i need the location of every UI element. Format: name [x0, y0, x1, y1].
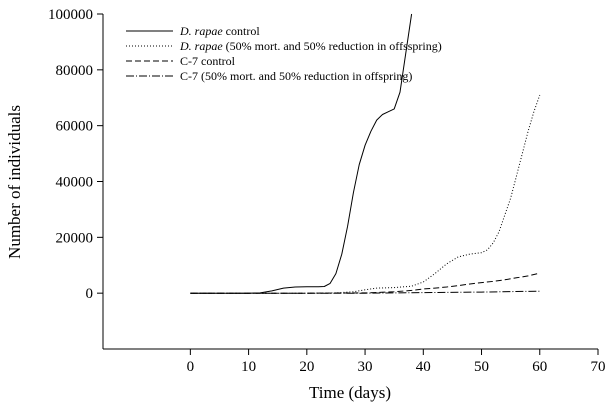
- x-tick-label: 70: [591, 359, 606, 375]
- y-tick-label: 100000: [48, 7, 93, 23]
- y-tick-label: 20000: [56, 230, 94, 246]
- legend-label: D. rapae control: [179, 24, 260, 38]
- y-tick-label: 80000: [56, 63, 94, 79]
- y-ticks: 0 20000 40000 60000 80000 100000: [48, 7, 103, 302]
- x-tick-label: 60: [532, 359, 547, 375]
- legend: D. rapae control D. rapae (50% mort. and…: [126, 24, 442, 83]
- series-line-dashed: [190, 272, 540, 294]
- legend-label-rest: C-7 control: [180, 54, 236, 68]
- series-lines: [190, 13, 541, 294]
- legend-entry: D. rapae (50% mort. and 50% reduction in…: [126, 39, 442, 53]
- legend-entry: C-7 control: [126, 54, 236, 68]
- x-tick-label: 10: [241, 359, 256, 375]
- legend-label: C-7 control: [180, 54, 236, 68]
- legend-entry: D. rapae control: [126, 24, 260, 38]
- y-tick-label: 60000: [56, 119, 94, 135]
- x-tick-label: 20: [299, 359, 314, 375]
- legend-label-italic: D. rapae: [179, 39, 223, 53]
- legend-label-rest: control: [223, 24, 261, 38]
- x-ticks: 0 10 20 30 40 50 60 70: [187, 349, 606, 375]
- x-tick-label: 50: [474, 359, 489, 375]
- x-tick-label: 30: [358, 359, 373, 375]
- series-line-solid: [190, 13, 413, 294]
- plot-area: 0 10 20 30 40 50 60 70 0 20000 40000 60000 80000 100…: [48, 7, 606, 375]
- legend-entry: C-7 (50% mort. and 50% reduction in offs…: [126, 69, 412, 83]
- y-tick-label: 0: [86, 286, 94, 302]
- legend-label-rest: (50% mort. and 50% reduction in offsspri…: [223, 39, 442, 53]
- series-line-dashdot: [190, 290, 540, 294]
- x-axis-title: Time (days): [309, 383, 391, 402]
- x-tick-label: 0: [187, 359, 195, 375]
- y-tick-label: 40000: [56, 175, 94, 191]
- legend-label: D. rapae (50% mort. and 50% reduction in…: [179, 39, 442, 53]
- y-axis-title: Number of individuals: [5, 105, 24, 259]
- series-line-dotted: [190, 94, 541, 294]
- legend-label-rest: C-7 (50% mort. and 50% reduction in offs…: [180, 69, 412, 83]
- legend-label-italic: D. rapae: [179, 24, 223, 38]
- legend-label: C-7 (50% mort. and 50% reduction in offs…: [180, 69, 412, 83]
- x-tick-label: 40: [416, 359, 431, 375]
